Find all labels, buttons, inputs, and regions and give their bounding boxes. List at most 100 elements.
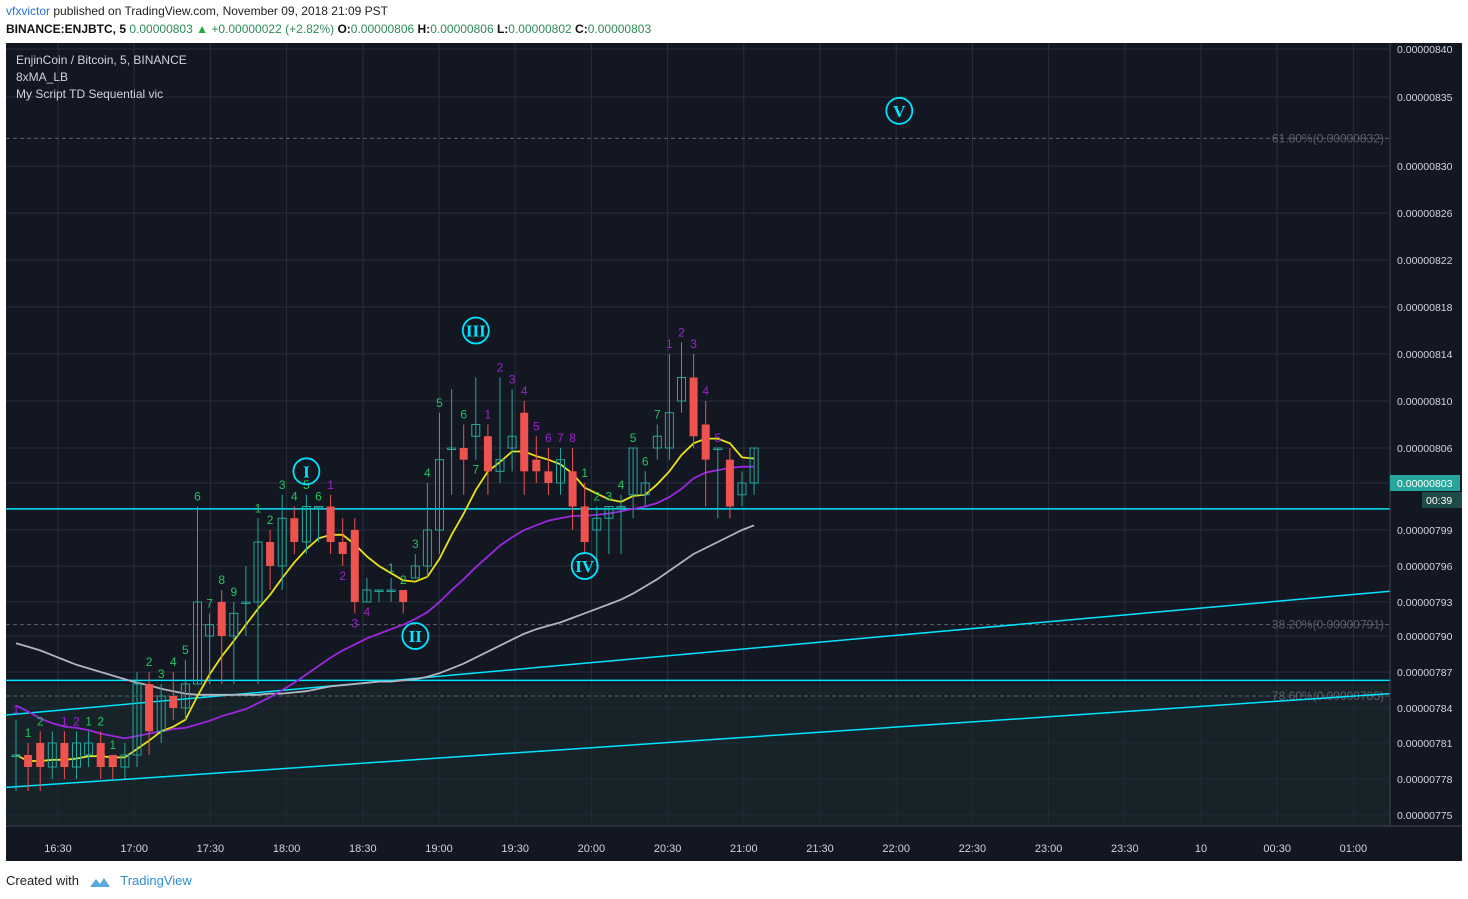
- td-count-label: 2: [267, 513, 274, 527]
- candle-body: [277, 517, 287, 567]
- candle-body: [169, 696, 178, 708]
- candle-body: [326, 506, 335, 542]
- td-count-label: 9: [230, 585, 237, 599]
- td-count-label: 6: [194, 490, 201, 504]
- shaded-zone: [6, 684, 1390, 826]
- time-tick-label: 21:30: [806, 843, 834, 855]
- created-with-text: Created with: [6, 873, 79, 888]
- candle-body: [47, 742, 57, 768]
- time-tick-label: 22:00: [882, 843, 910, 855]
- candle-body: [568, 471, 577, 507]
- candle-body: [386, 589, 396, 592]
- td-count-label: 1: [13, 703, 20, 717]
- candle-body: [725, 459, 734, 507]
- candle-body: [180, 683, 190, 709]
- td-count-label: 3: [279, 478, 286, 492]
- candle-body: [640, 482, 650, 496]
- publish-text: published on TradingView.com, November 0…: [50, 4, 389, 18]
- candle-body: [616, 506, 626, 509]
- td-count-label: 5: [533, 419, 540, 433]
- price-tick-label: 0.00000799: [1397, 525, 1453, 537]
- td-count-label: 3: [606, 490, 613, 504]
- wave-circle: [570, 552, 599, 580]
- price-change: +0.00000022 (+2.82%): [211, 22, 335, 36]
- candle-body: [362, 589, 372, 603]
- candle-body: [60, 743, 69, 767]
- candle-body: [120, 754, 130, 768]
- price-tick-label: 0.00000778: [1397, 774, 1453, 786]
- candle-body: [205, 624, 215, 637]
- candle-body: [507, 435, 517, 449]
- candle-body: [350, 530, 359, 602]
- candle-body: [374, 589, 384, 592]
- last-price: 0.00000803: [129, 22, 193, 36]
- time-tick-label: 19:00: [425, 843, 453, 855]
- wave-circle: [461, 316, 490, 345]
- td-count-label: 6: [545, 431, 552, 445]
- fib-label: 38.20%(0.00000791): [1272, 618, 1384, 632]
- td-count-label: 1: [255, 501, 262, 515]
- last-price-tag: [1390, 475, 1460, 491]
- time-tick-label: 23:30: [1111, 843, 1139, 855]
- candle-body: [410, 565, 420, 579]
- td-count-label: 3: [412, 537, 419, 551]
- price-tick-label: 0.00000806: [1397, 443, 1453, 455]
- td-count-label: 5: [182, 643, 189, 657]
- ma-purple-line: [15, 465, 755, 740]
- candle-body: [241, 601, 251, 604]
- candle-body: [544, 471, 553, 483]
- td-count-label: 1: [61, 714, 68, 728]
- td-count-label: 3: [690, 337, 697, 351]
- price-tick-label: 0.00000796: [1397, 561, 1453, 573]
- candle-body: [24, 755, 33, 767]
- td-count-label: 8: [569, 431, 576, 445]
- td-count-label: 5: [714, 431, 721, 445]
- time-tick-label: 22:30: [959, 843, 987, 855]
- chart-panel[interactable]: 61.80%(0.00000832) 38.20%(0.00000791) 78.6…: [6, 43, 1462, 861]
- time-tick-label: 19:30: [501, 843, 529, 855]
- td-count-label: 1: [581, 466, 588, 480]
- candle-body: [580, 506, 589, 542]
- candle-body: [447, 447, 457, 450]
- td-count-label: 7: [654, 408, 661, 422]
- candle-body: [495, 459, 505, 472]
- td-count-label: 1: [388, 561, 395, 575]
- wave-label: I: [303, 462, 310, 481]
- td-count-label: 4: [364, 605, 371, 619]
- price-chart[interactable]: 61.80%(0.00000832)38.20%(0.00000791)78.6…: [6, 43, 1462, 861]
- td-count-label: 1: [666, 337, 673, 351]
- candle-body: [435, 459, 444, 531]
- legend-ma: 8xMA_LB: [16, 70, 69, 84]
- td-count-label: 2: [146, 655, 153, 669]
- td-count-label: 1: [327, 478, 334, 492]
- candle-body: [532, 459, 541, 472]
- wave-circle: [401, 622, 430, 650]
- wave-label: II: [409, 627, 423, 646]
- price-tick-label: 0.00000840: [1397, 44, 1453, 56]
- td-count-label: 4: [170, 655, 177, 669]
- footer: Created with TradingView: [6, 873, 192, 888]
- candle-body: [11, 754, 21, 757]
- price-tick-label: 0.00000775: [1397, 810, 1453, 822]
- td-count-label: 2: [593, 490, 600, 504]
- high-value: 0.00000806: [430, 22, 494, 36]
- time-tick-label: 01:00: [1340, 843, 1368, 855]
- candle-body: [520, 412, 529, 472]
- price-tick-label: 0.00000790: [1397, 631, 1453, 643]
- candle-body: [556, 459, 565, 484]
- td-count-label: 3: [351, 616, 358, 630]
- candle-body: [628, 447, 638, 496]
- tradingview-link[interactable]: TradingView: [120, 873, 192, 888]
- price-tick-label: 0.00000822: [1397, 255, 1453, 267]
- candle-body: [314, 506, 323, 509]
- time-tick-label: 18:30: [349, 843, 377, 855]
- td-count-label: 2: [339, 569, 346, 583]
- td-count-label: 6: [315, 490, 322, 504]
- author-link[interactable]: vfxvictor: [6, 4, 51, 18]
- wave-label: III: [466, 322, 486, 341]
- td-count-label: 6: [460, 408, 467, 422]
- open-value: 0.00000806: [350, 22, 415, 36]
- candle-body: [422, 529, 432, 567]
- candle-body: [132, 683, 142, 756]
- td-count-label: 4: [291, 490, 298, 504]
